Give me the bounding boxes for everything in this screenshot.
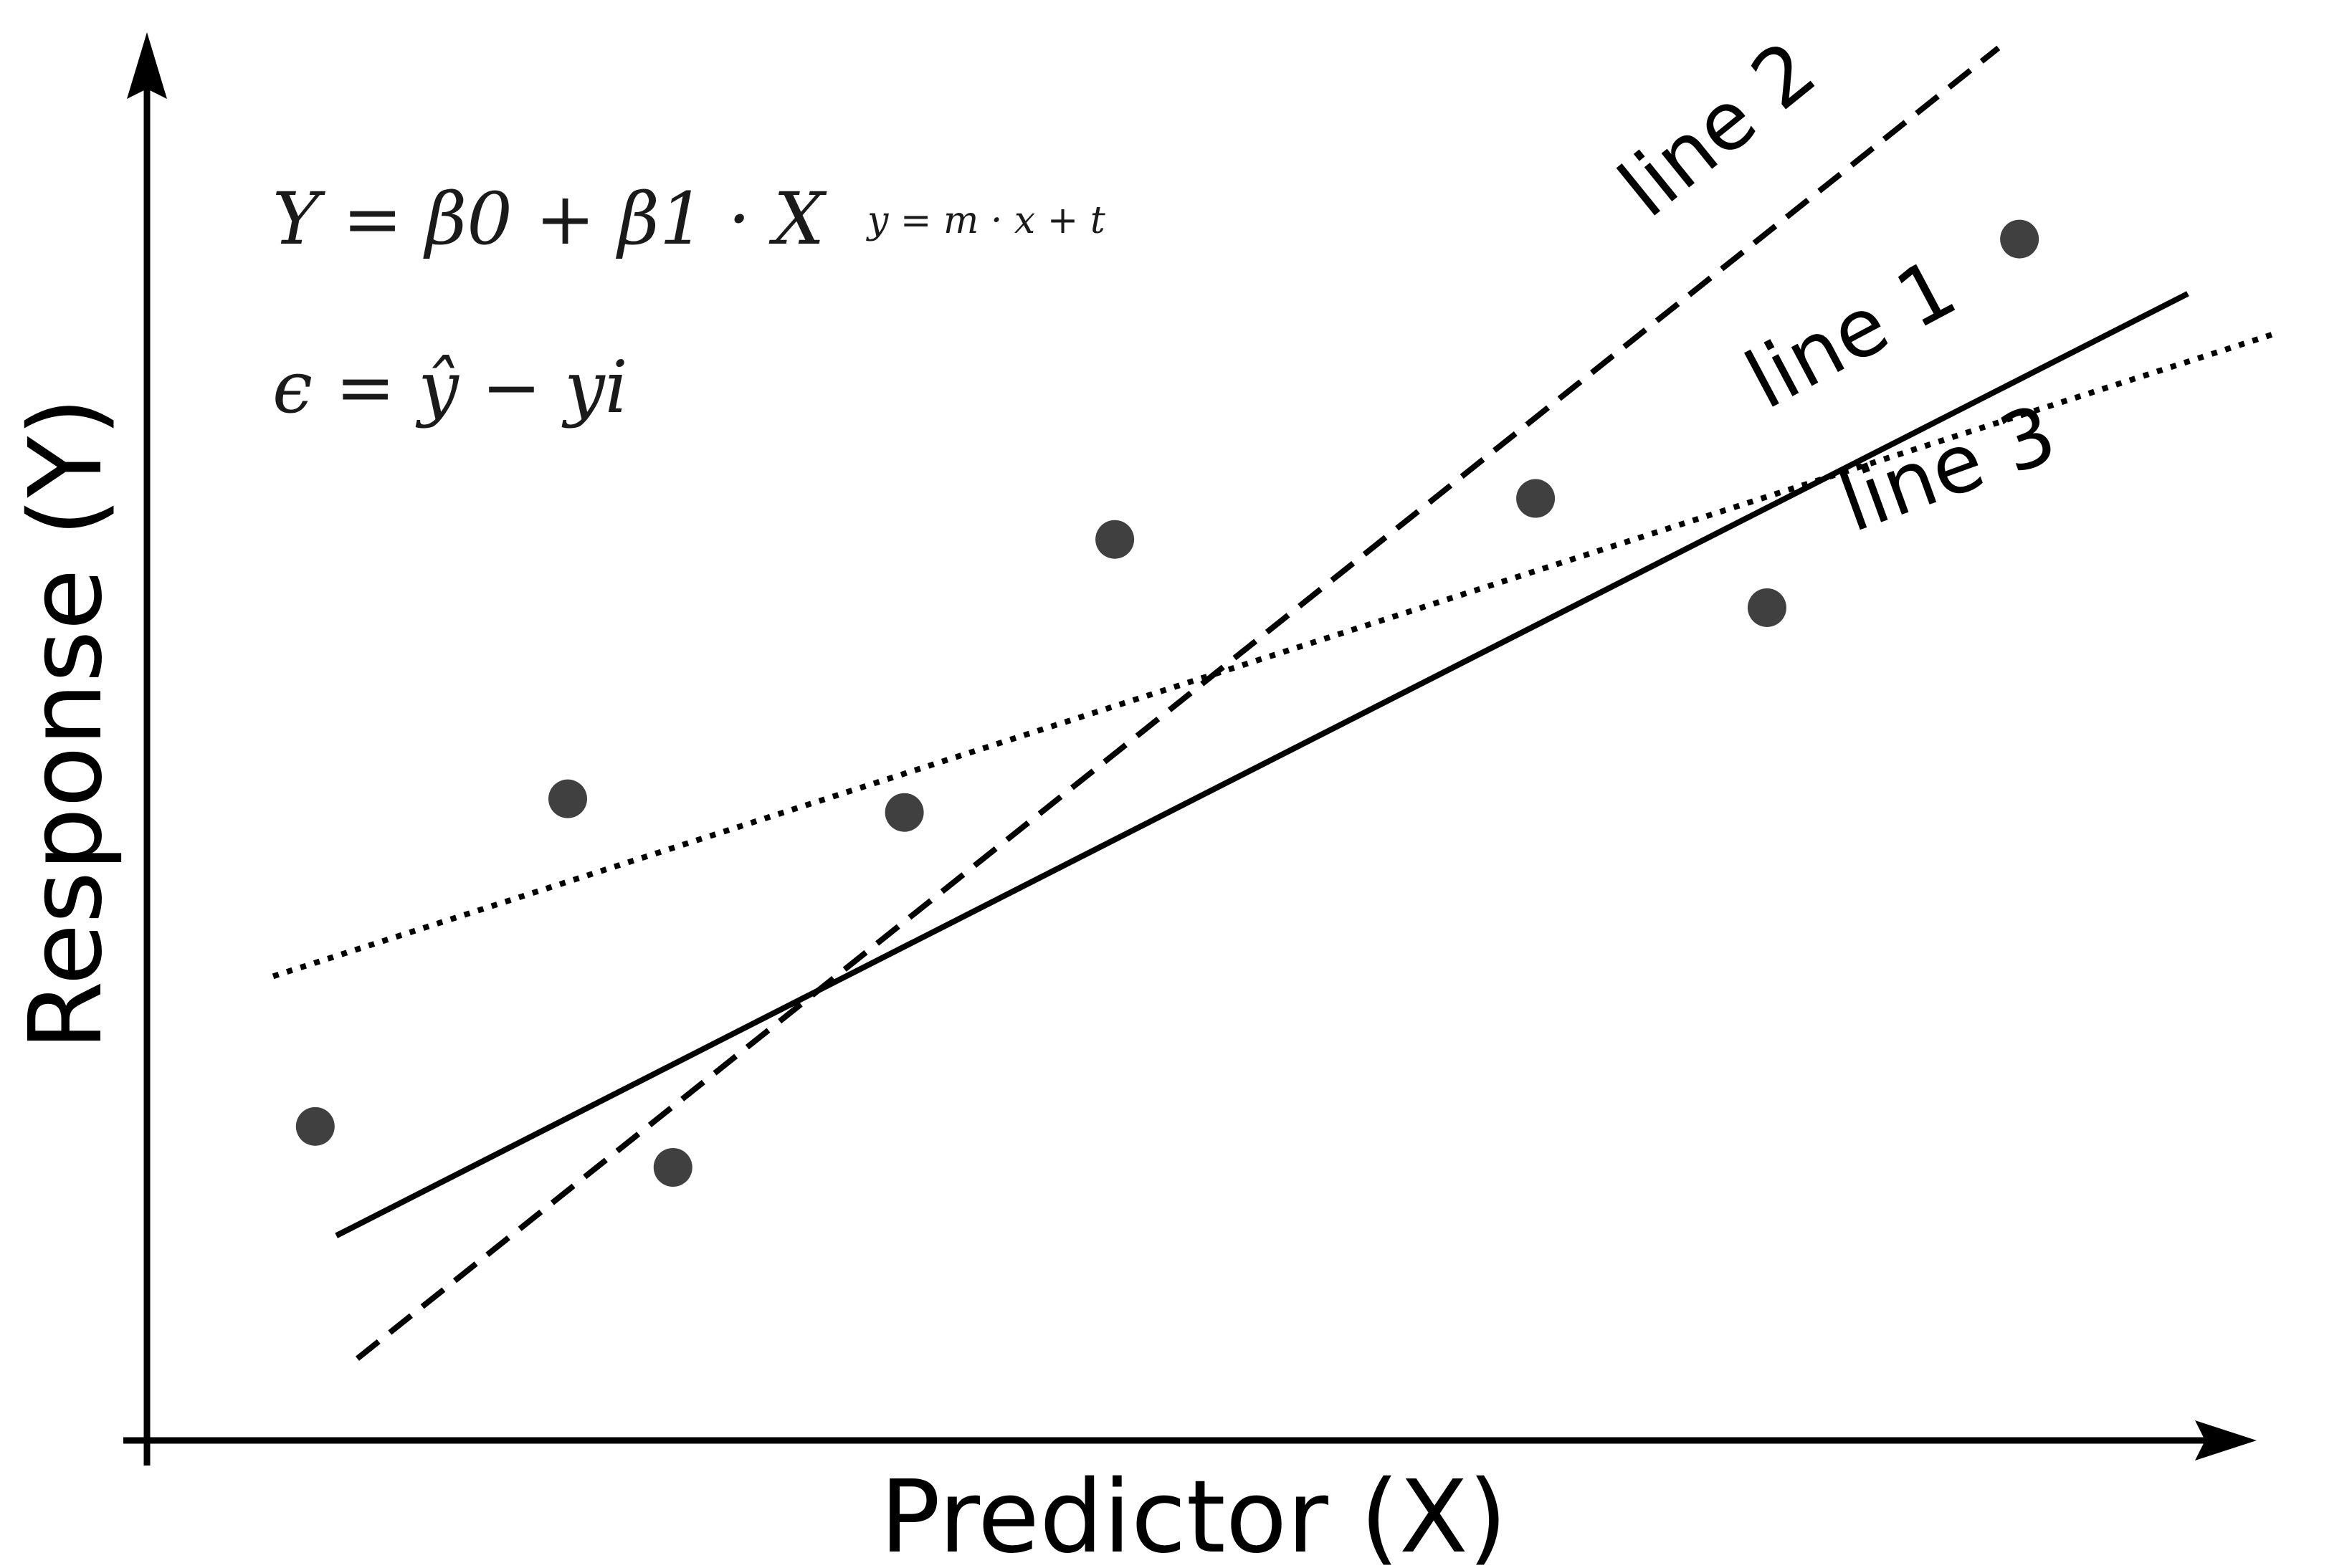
data-points (295, 219, 2039, 1187)
line-1 (335, 291, 2189, 1238)
line-3-label: line 3 (1828, 387, 2068, 550)
equation-main: Y = β0 + β1 · X (272, 177, 827, 261)
data-point (885, 793, 924, 832)
data-point (1516, 479, 1556, 518)
y-axis-label: Response (Y) (8, 397, 125, 1051)
line-2 (356, 45, 2001, 1361)
data-point (653, 1148, 692, 1187)
equation-error: ϵ = ŷ − yi (272, 345, 628, 429)
data-point (2000, 219, 2039, 259)
line-1-label: line 1 (1731, 242, 1971, 428)
line-2-label: line 2 (1602, 24, 1833, 235)
line-labels: line 2 line 1 line 3 (1602, 24, 2067, 550)
data-point (1095, 520, 1135, 559)
axes (123, 32, 2257, 1466)
regression-lines (272, 45, 2273, 1361)
equations: Y = β0 + β1 · X y = m · x + t ϵ = ŷ − yi (272, 177, 1105, 429)
data-point (548, 779, 587, 818)
x-axis-arrow-icon (2195, 1420, 2257, 1461)
line-3 (272, 332, 2273, 980)
y-axis-arrow-icon (127, 32, 167, 99)
x-axis-label: Predictor (X) (880, 1459, 1507, 1568)
equation-small: y = m · x + t (866, 199, 1105, 242)
data-point (1747, 588, 1786, 627)
data-point (295, 1106, 335, 1146)
